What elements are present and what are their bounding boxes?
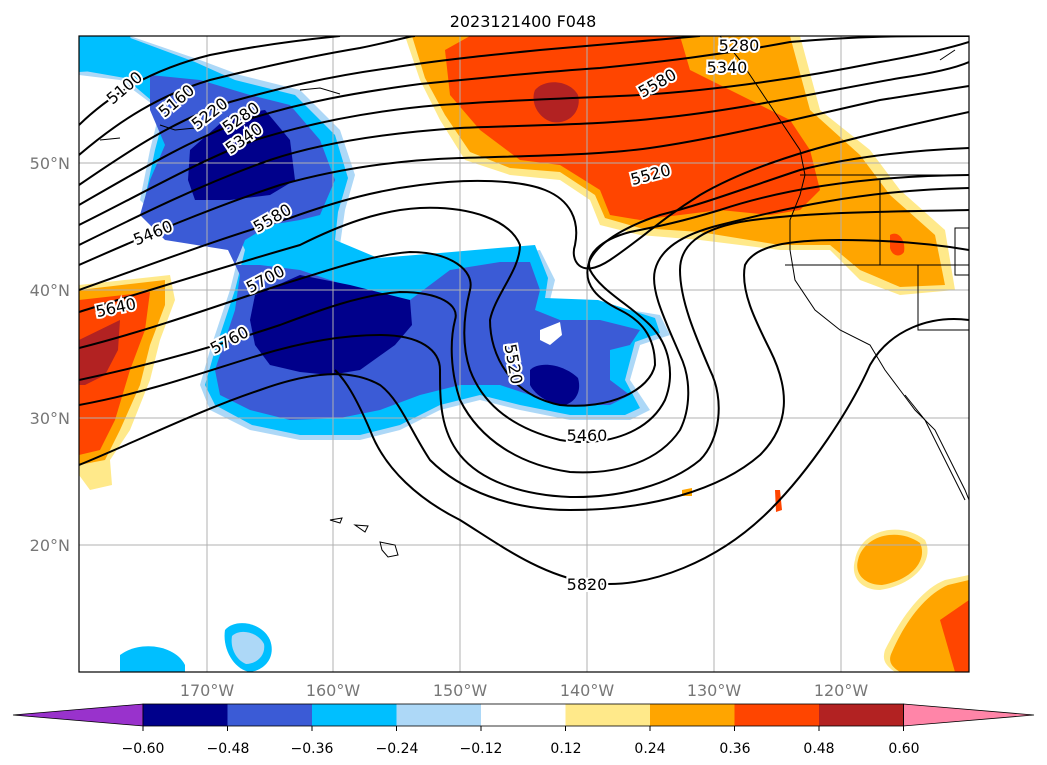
colorbar-tick-label: −0.48 xyxy=(207,741,250,757)
height-contours xyxy=(79,36,969,585)
negative-anomaly-patches xyxy=(79,36,272,672)
colorbar-tick-label: −0.36 xyxy=(291,741,334,757)
colorbar-segment xyxy=(143,704,228,726)
colorbar-tick-label: 0.12 xyxy=(550,741,581,757)
contour-label: 5460 xyxy=(567,426,608,445)
colorbar-labels: −0.60 −0.48 −0.36 −0.24 −0.12 0.12 0.24 … xyxy=(122,741,920,757)
colorbar-tick-label: −0.12 xyxy=(460,741,503,757)
lon-tick-label: 150°W xyxy=(433,681,488,700)
map-frame xyxy=(78,35,970,673)
colorbar-tick-label: −0.60 xyxy=(122,741,165,757)
lon-tick-label: 170°W xyxy=(180,681,235,700)
colorbar-extend-high xyxy=(903,703,1035,727)
lon-tick-label: 120°W xyxy=(814,681,869,700)
colorbar-segment xyxy=(312,704,397,726)
longitude-labels: 170°W 160°W 150°W 140°W 130°W 120°W xyxy=(180,681,869,700)
latitude-labels: 50°N 40°N 30°N 20°N xyxy=(30,154,70,555)
colorbar-tick-label: 0.60 xyxy=(888,741,919,757)
colorbar-tick-label: 0.48 xyxy=(803,741,834,757)
lat-tick-label: 40°N xyxy=(30,281,70,300)
map-title: 2023121400 F048 xyxy=(450,12,597,31)
lat-tick-label: 30°N xyxy=(30,409,70,428)
colorbar-segment xyxy=(650,704,735,726)
lat-tick-label: 50°N xyxy=(30,154,70,173)
colorbar-segment xyxy=(734,704,819,726)
colorbar-tick-label: 0.36 xyxy=(719,741,750,757)
colorbar-segment xyxy=(227,704,312,726)
negative-anomaly-main xyxy=(79,36,670,440)
colorbar-segments xyxy=(12,703,1035,727)
lon-tick-label: 140°W xyxy=(560,681,615,700)
colorbar-outline xyxy=(142,703,904,727)
colorbar-tick-label: −0.24 xyxy=(376,741,419,757)
positive-anomaly-southeast xyxy=(682,488,969,672)
contour-label: 5820 xyxy=(567,575,608,594)
colorbar-tick-label: 0.24 xyxy=(634,741,665,757)
colorbar-segment xyxy=(396,704,481,726)
contour-label: 5280 xyxy=(719,36,760,55)
colorbar: −0.60 −0.48 −0.36 −0.24 −0.12 0.12 0.24 … xyxy=(12,703,1035,757)
lon-tick-label: 160°W xyxy=(306,681,361,700)
colorbar-ticks xyxy=(142,726,904,731)
colorbar-segment xyxy=(565,704,650,726)
lon-tick-label: 130°W xyxy=(687,681,742,700)
contour-label: 5340 xyxy=(707,58,748,77)
lat-tick-label: 20°N xyxy=(30,536,70,555)
colorbar-segment xyxy=(481,704,566,726)
colorbar-extend-low xyxy=(12,703,144,727)
map-panel: 5100 5160 5220 5280 5340 5460 5580 5640 … xyxy=(79,36,969,672)
colorbar-segment xyxy=(819,704,904,726)
